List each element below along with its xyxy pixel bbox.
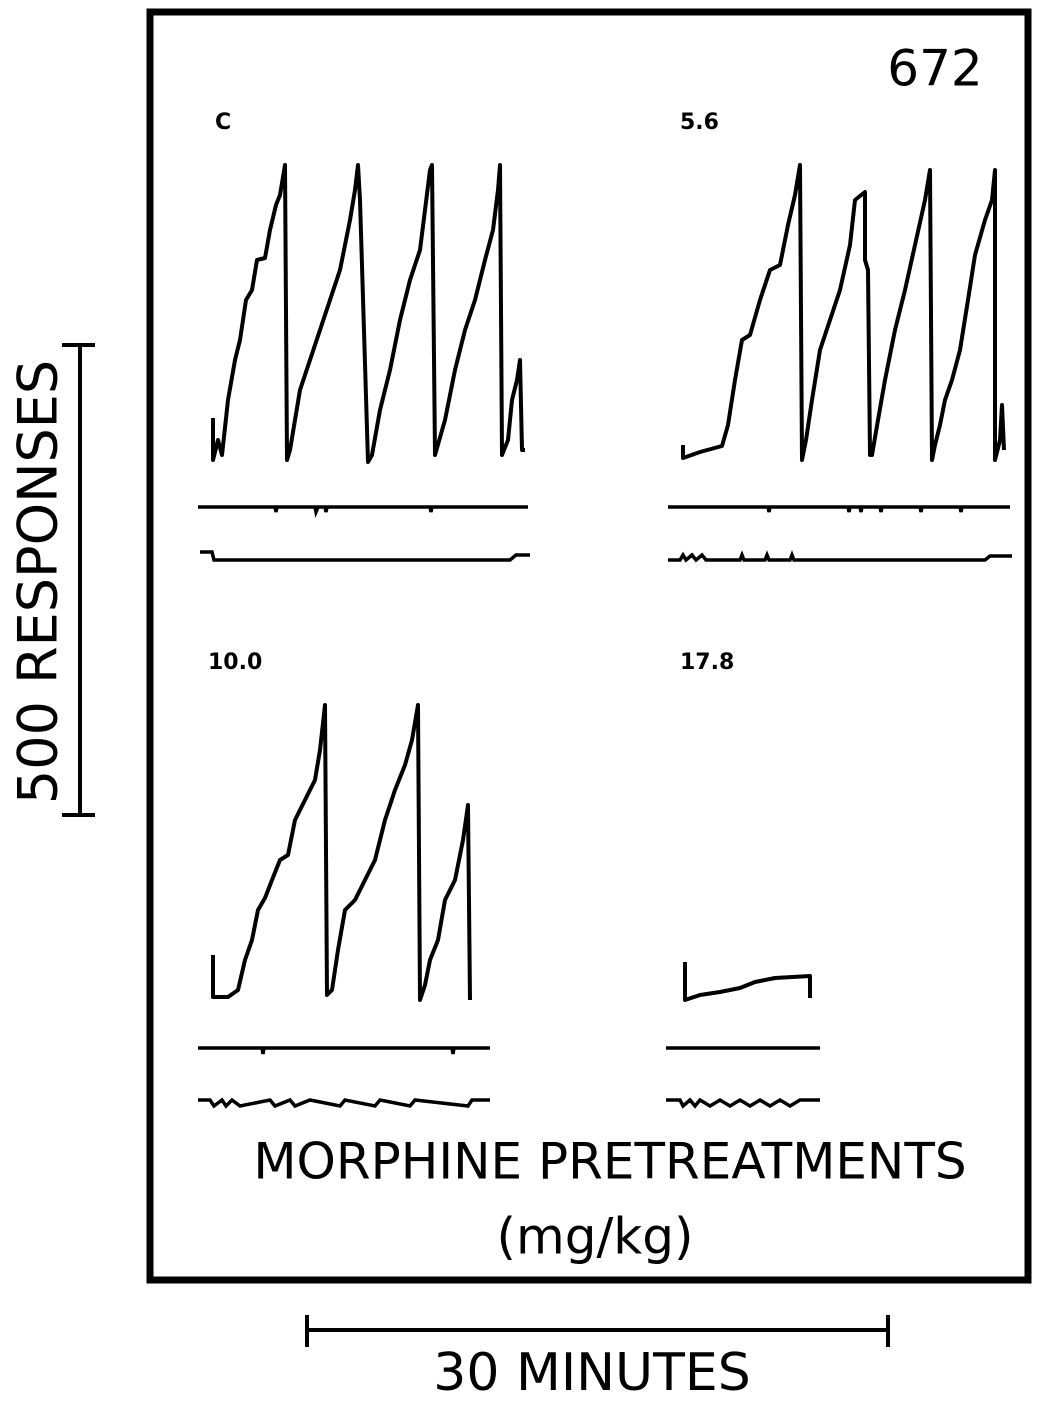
cumulative-record: [211, 703, 472, 1002]
event-line: [198, 1097, 490, 1109]
cumulative-record: [681, 163, 1006, 462]
caption-line: (mg/kg): [497, 1208, 694, 1266]
event-line: [666, 1097, 820, 1109]
figure-id: 672: [887, 40, 982, 98]
panel-label: 10.0: [208, 650, 262, 675]
x-scale-label: 30 MINUTES: [433, 1343, 750, 1403]
cumulative-record: [683, 962, 812, 1002]
event-line: [668, 550, 1012, 563]
cumulative-record: [211, 163, 525, 464]
panel-label: C: [215, 110, 231, 135]
caption-line: MORPHINE PRETREATMENTS: [253, 1133, 966, 1191]
event-line: [198, 1046, 490, 1055]
event-line: [668, 505, 1010, 513]
event-line: [200, 550, 530, 562]
event-line: [198, 505, 528, 519]
panel-label: 5.6: [680, 110, 719, 135]
frame: [146, 8, 1032, 1284]
y-scale-label: 500 RESPONSES: [7, 360, 70, 804]
panel-label: 17.8: [680, 650, 734, 675]
